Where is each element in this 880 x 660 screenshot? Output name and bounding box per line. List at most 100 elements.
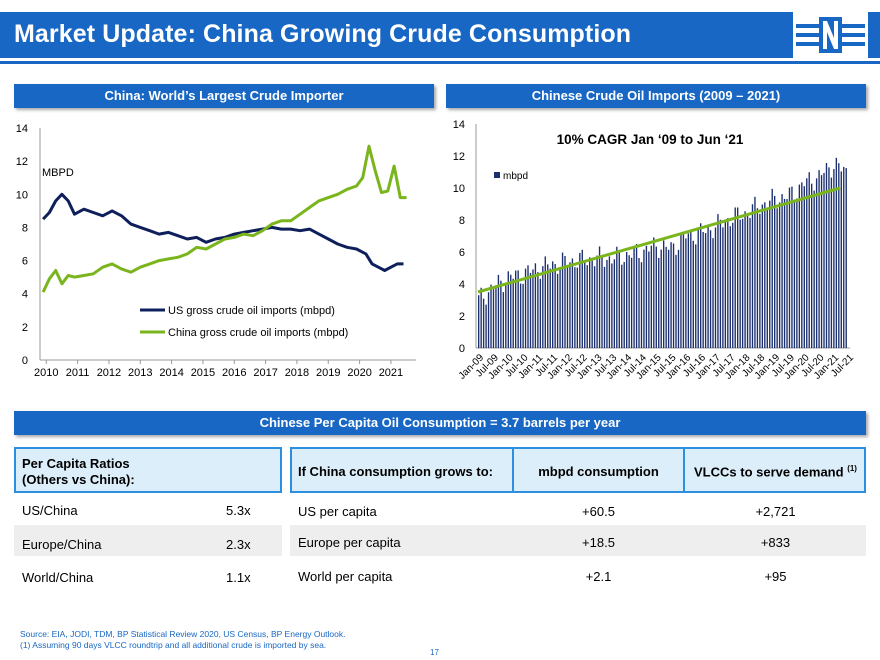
import-bar bbox=[628, 255, 630, 348]
import-bar bbox=[569, 262, 571, 348]
import-bar bbox=[579, 252, 581, 348]
import-bar bbox=[537, 272, 539, 348]
import-bar bbox=[808, 172, 810, 348]
scenario-vlcc: +833 bbox=[760, 535, 791, 550]
import-bar bbox=[744, 211, 746, 348]
import-bar bbox=[655, 246, 657, 348]
import-bar bbox=[751, 204, 754, 348]
import-bar bbox=[793, 199, 796, 348]
import-bar bbox=[638, 258, 640, 348]
ratios-header-line2: (Others vs China): bbox=[22, 472, 135, 487]
us-imports-line bbox=[42, 192, 404, 272]
legend-label-china: China gross crude oil imports (mbpd) bbox=[168, 327, 348, 339]
import-bar bbox=[626, 252, 628, 348]
import-bar bbox=[591, 260, 593, 348]
import-bar bbox=[478, 295, 480, 348]
import-bar bbox=[727, 218, 729, 348]
scenario-vlcc: +95 bbox=[764, 569, 787, 584]
china-imports-line bbox=[41, 144, 407, 293]
header: Market Update: China Growing Crude Consu… bbox=[0, 0, 880, 64]
import-bar bbox=[611, 263, 613, 348]
import-bar bbox=[820, 175, 823, 348]
import-bar bbox=[737, 207, 739, 348]
import-bar bbox=[734, 207, 736, 348]
footnote-marker: (1) bbox=[847, 464, 857, 473]
import-bar bbox=[801, 182, 803, 348]
import-bar bbox=[840, 171, 842, 348]
scenario-mbpd: +2.1 bbox=[585, 569, 612, 584]
import-bar bbox=[564, 255, 566, 348]
scenario-col3-header: VLCCs to serve demand (1) bbox=[685, 464, 866, 479]
import-bar bbox=[806, 178, 808, 348]
import-bar bbox=[811, 183, 813, 348]
import-bar bbox=[796, 198, 798, 348]
ratios-row-band bbox=[14, 525, 282, 556]
import-bar bbox=[593, 266, 596, 348]
ratios-header bbox=[14, 447, 282, 493]
x-tick-label: 2010 bbox=[34, 367, 58, 379]
import-bar bbox=[529, 272, 532, 348]
import-bar bbox=[766, 208, 768, 348]
import-bar bbox=[833, 169, 835, 348]
import-bar bbox=[660, 249, 662, 348]
import-bar bbox=[764, 202, 766, 348]
import-bar bbox=[754, 196, 756, 348]
import-bar bbox=[542, 266, 544, 348]
import-bar bbox=[749, 217, 751, 348]
import-bar bbox=[547, 264, 549, 348]
import-bar bbox=[714, 227, 717, 348]
import-bar bbox=[648, 251, 650, 348]
import-bar bbox=[803, 186, 805, 348]
import-bar bbox=[616, 246, 618, 348]
import-bar bbox=[500, 280, 502, 348]
x-tick-label: 2018 bbox=[285, 367, 309, 379]
import-bar bbox=[524, 268, 527, 348]
line-chart: 0 2 4 6 8 10 12 14 2010 2011 2012 2013 2014 2015 2016… bbox=[16, 123, 416, 379]
import-bar bbox=[643, 249, 645, 348]
header-divider bbox=[512, 449, 514, 491]
import-bar bbox=[695, 244, 697, 348]
import-bar bbox=[830, 177, 833, 348]
y-tick-label: 0 bbox=[22, 355, 28, 367]
import-bar bbox=[574, 267, 576, 348]
scenario-vlcc: +2,721 bbox=[755, 504, 796, 519]
x-tick-label: 2014 bbox=[159, 367, 183, 379]
import-bar bbox=[510, 274, 512, 348]
import-bar bbox=[838, 163, 840, 348]
import-bar bbox=[515, 270, 517, 348]
title-bar bbox=[0, 12, 880, 58]
import-bar bbox=[665, 246, 667, 348]
import-bar bbox=[670, 242, 672, 348]
header-rule bbox=[0, 61, 880, 64]
import-bar bbox=[512, 278, 514, 348]
import-bar bbox=[697, 229, 699, 348]
import-bar bbox=[527, 265, 529, 348]
header-divider bbox=[683, 449, 685, 491]
y-tick-label: 4 bbox=[459, 279, 465, 291]
y-tick-label: 6 bbox=[22, 256, 28, 268]
import-bar bbox=[576, 267, 579, 348]
import-bar bbox=[566, 266, 569, 348]
y-tick-label: 14 bbox=[453, 119, 465, 131]
ratio-value: 5.3x bbox=[226, 503, 251, 518]
ratios-header-line1: Per Capita Ratios bbox=[22, 456, 130, 471]
import-bar bbox=[675, 254, 677, 348]
import-bar bbox=[552, 261, 554, 348]
import-bar bbox=[692, 240, 694, 348]
x-tick-label: 2012 bbox=[97, 367, 121, 379]
import-bar bbox=[739, 219, 741, 348]
y-tick-label: 12 bbox=[453, 151, 465, 163]
scenario-col1-header: If China consumption grows to: bbox=[298, 464, 493, 479]
import-bar bbox=[788, 187, 791, 348]
import-bar bbox=[589, 257, 591, 348]
x-tick-label: 2021 bbox=[379, 367, 403, 379]
y-tick-label: 4 bbox=[22, 289, 28, 301]
assumption-footnote: (1) Assuming 90 days VLCC roundtrip and … bbox=[20, 640, 327, 650]
import-bar bbox=[729, 226, 731, 348]
import-bar bbox=[746, 215, 749, 348]
import-bar bbox=[658, 257, 660, 348]
import-bar bbox=[828, 167, 830, 348]
import-bar bbox=[700, 223, 702, 348]
import-bar bbox=[561, 252, 564, 348]
import-bar bbox=[586, 265, 588, 348]
